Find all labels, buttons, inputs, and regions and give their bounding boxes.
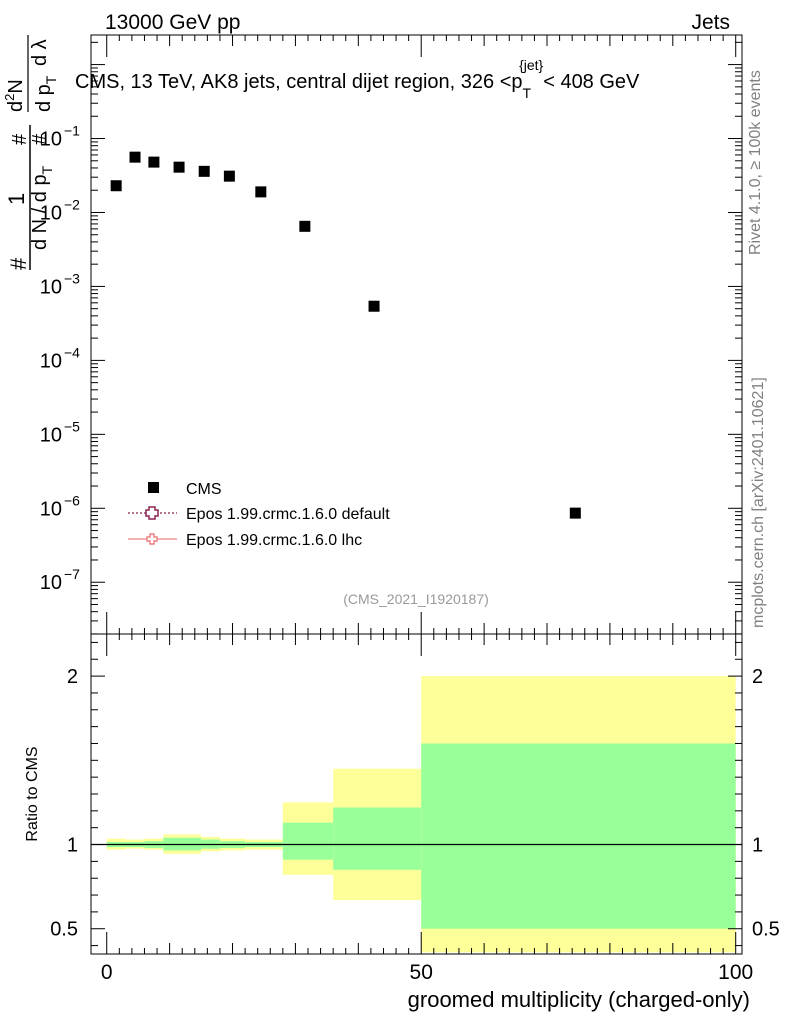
main-y-tick-label: 10 [40,350,62,372]
legend-epos-default-marker [145,506,159,520]
cms-data-point [173,161,185,173]
legend-epos-lhc-label: Epos 1.99.crmc.1.6.0 lhc [186,532,362,549]
main-y-tick-label: 10 [40,129,62,151]
main-panel: 10−710−610−510−410−310−210−1 CMS, 13 TeV… [2,34,743,635]
legend-epos-default-label: Epos 1.99.crmc.1.6.0 default [186,506,390,523]
main-y-tick-label: 10 [40,276,62,298]
ylabel-hash-right: # [9,133,31,145]
x-axis-label: groomed multiplicity (charged-only) [408,987,750,1012]
ylabel-den-text: d N / d p [29,174,51,250]
cms-data-point [569,507,581,519]
main-y-tick-exponent: −1 [64,123,80,139]
cms-data-point [148,156,160,168]
ratio-panel: 0.5 0.5 1 1 2 2 0 50 100 Ratio to CMS groomed m… [24,633,780,1012]
legend-epos-lhc-marker [146,533,158,545]
ratio-uncertainty-bands [106,676,736,953]
mcplots-label: mcplots.cern.ch [arXiv:2401.10621] [750,377,767,628]
legend: CMS Epos 1.99.crmc.1.6.0 default Epos 1.… [128,481,390,549]
cms-data-point [299,220,311,232]
ratio-band-inner [333,807,422,870]
main-y-tick-exponent: −4 [64,344,80,360]
ylabel-den2-sub: T [43,75,59,84]
ratio-y-axis-label: Ratio to CMS [24,746,41,841]
analysis-watermark: (CMS_2021_I1920187) [343,591,489,607]
rivet-label: Rivet 4.1.0, ≥ 100k events [747,70,764,255]
cms-data-point [110,180,122,192]
legend-cms-marker [148,482,159,493]
main-y-tick-label: 10 [40,424,62,446]
ylabel-num-d: d [5,101,27,112]
x-tick-label: 50 [410,961,433,984]
ratio-y-tick-label-right: 0.5 [752,919,780,941]
cms-data-points [110,151,581,519]
ylabel-hash-left: # [6,257,31,270]
ylabel-num-N: N [5,79,27,93]
plot-title-tail: < 408 GeV [543,71,640,93]
ratio-y-tick-label-right: 1 [752,835,763,857]
ylabel-hash-mid: # [29,133,51,145]
header-left: 13000 GeV pp [105,11,240,34]
ratio-y-tick-labels: 0.5 0.5 1 1 2 2 [50,666,780,941]
main-y-tick-label: 10 [40,498,62,520]
main-y-tick-exponent: −7 [64,566,80,582]
main-y-tick-exponent: −2 [64,196,80,212]
ylabel-den2-text: d p [33,84,55,112]
ratio-y-tick-label-left: 1 [67,835,78,857]
ylabel-den2: d pT [33,75,59,112]
main-y-tick-exponent: −3 [64,270,80,286]
ylabel-denominator: d N / d pT [29,165,55,250]
cms-data-point [223,170,235,182]
ylabel-dlambda: d λ [29,39,51,66]
cms-data-point [129,151,141,163]
main-y-tick-label: 10 [40,202,62,224]
ratio-y-tick-label-left: 2 [67,666,78,688]
plot-title-main: CMS, 13 TeV, AK8 jets, central dijet reg… [75,71,523,93]
ratio-band-inner [282,822,334,860]
ylabel-one: 1 [4,193,29,205]
ratio-frame [90,633,743,955]
ratio-band-inner [421,743,736,929]
cms-data-point [255,186,267,198]
cms-data-point [198,165,210,177]
plot-title: CMS, 13 TeV, AK8 jets, central dijet reg… [75,57,640,101]
ratio-y-tick-label-left: 0.5 [50,919,78,941]
cms-data-point [368,300,380,312]
x-tick-label: 0 [101,961,113,984]
ratio-ticks [91,634,742,954]
legend-cms-label: CMS [186,481,222,498]
ylabel-numerator: d2N [2,79,27,112]
ratio-y-tick-label-right: 2 [752,666,763,688]
main-y-axis-label: # 1 d N / d pT # d2N d pT d λ # [2,35,59,270]
main-y-ticks [91,41,742,635]
main-y-tick-exponent: −5 [64,418,80,434]
main-y-tick-exponent: −6 [64,492,80,508]
plot-title-sub: T [523,85,532,101]
header-right: Jets [691,11,730,34]
ylabel-den-sub: T [39,165,55,174]
main-y-tick-labels: 10−710−610−510−410−310−210−1 [40,123,80,595]
plot-title-sup: {jet} [519,57,543,73]
ratio-x-tick-labels: 0 50 100 [101,961,753,984]
main-y-tick-label: 10 [40,572,62,594]
main-x-ticks [106,35,737,634]
x-tick-label: 100 [718,961,753,984]
ylabel-num-sup: 2 [2,94,17,101]
